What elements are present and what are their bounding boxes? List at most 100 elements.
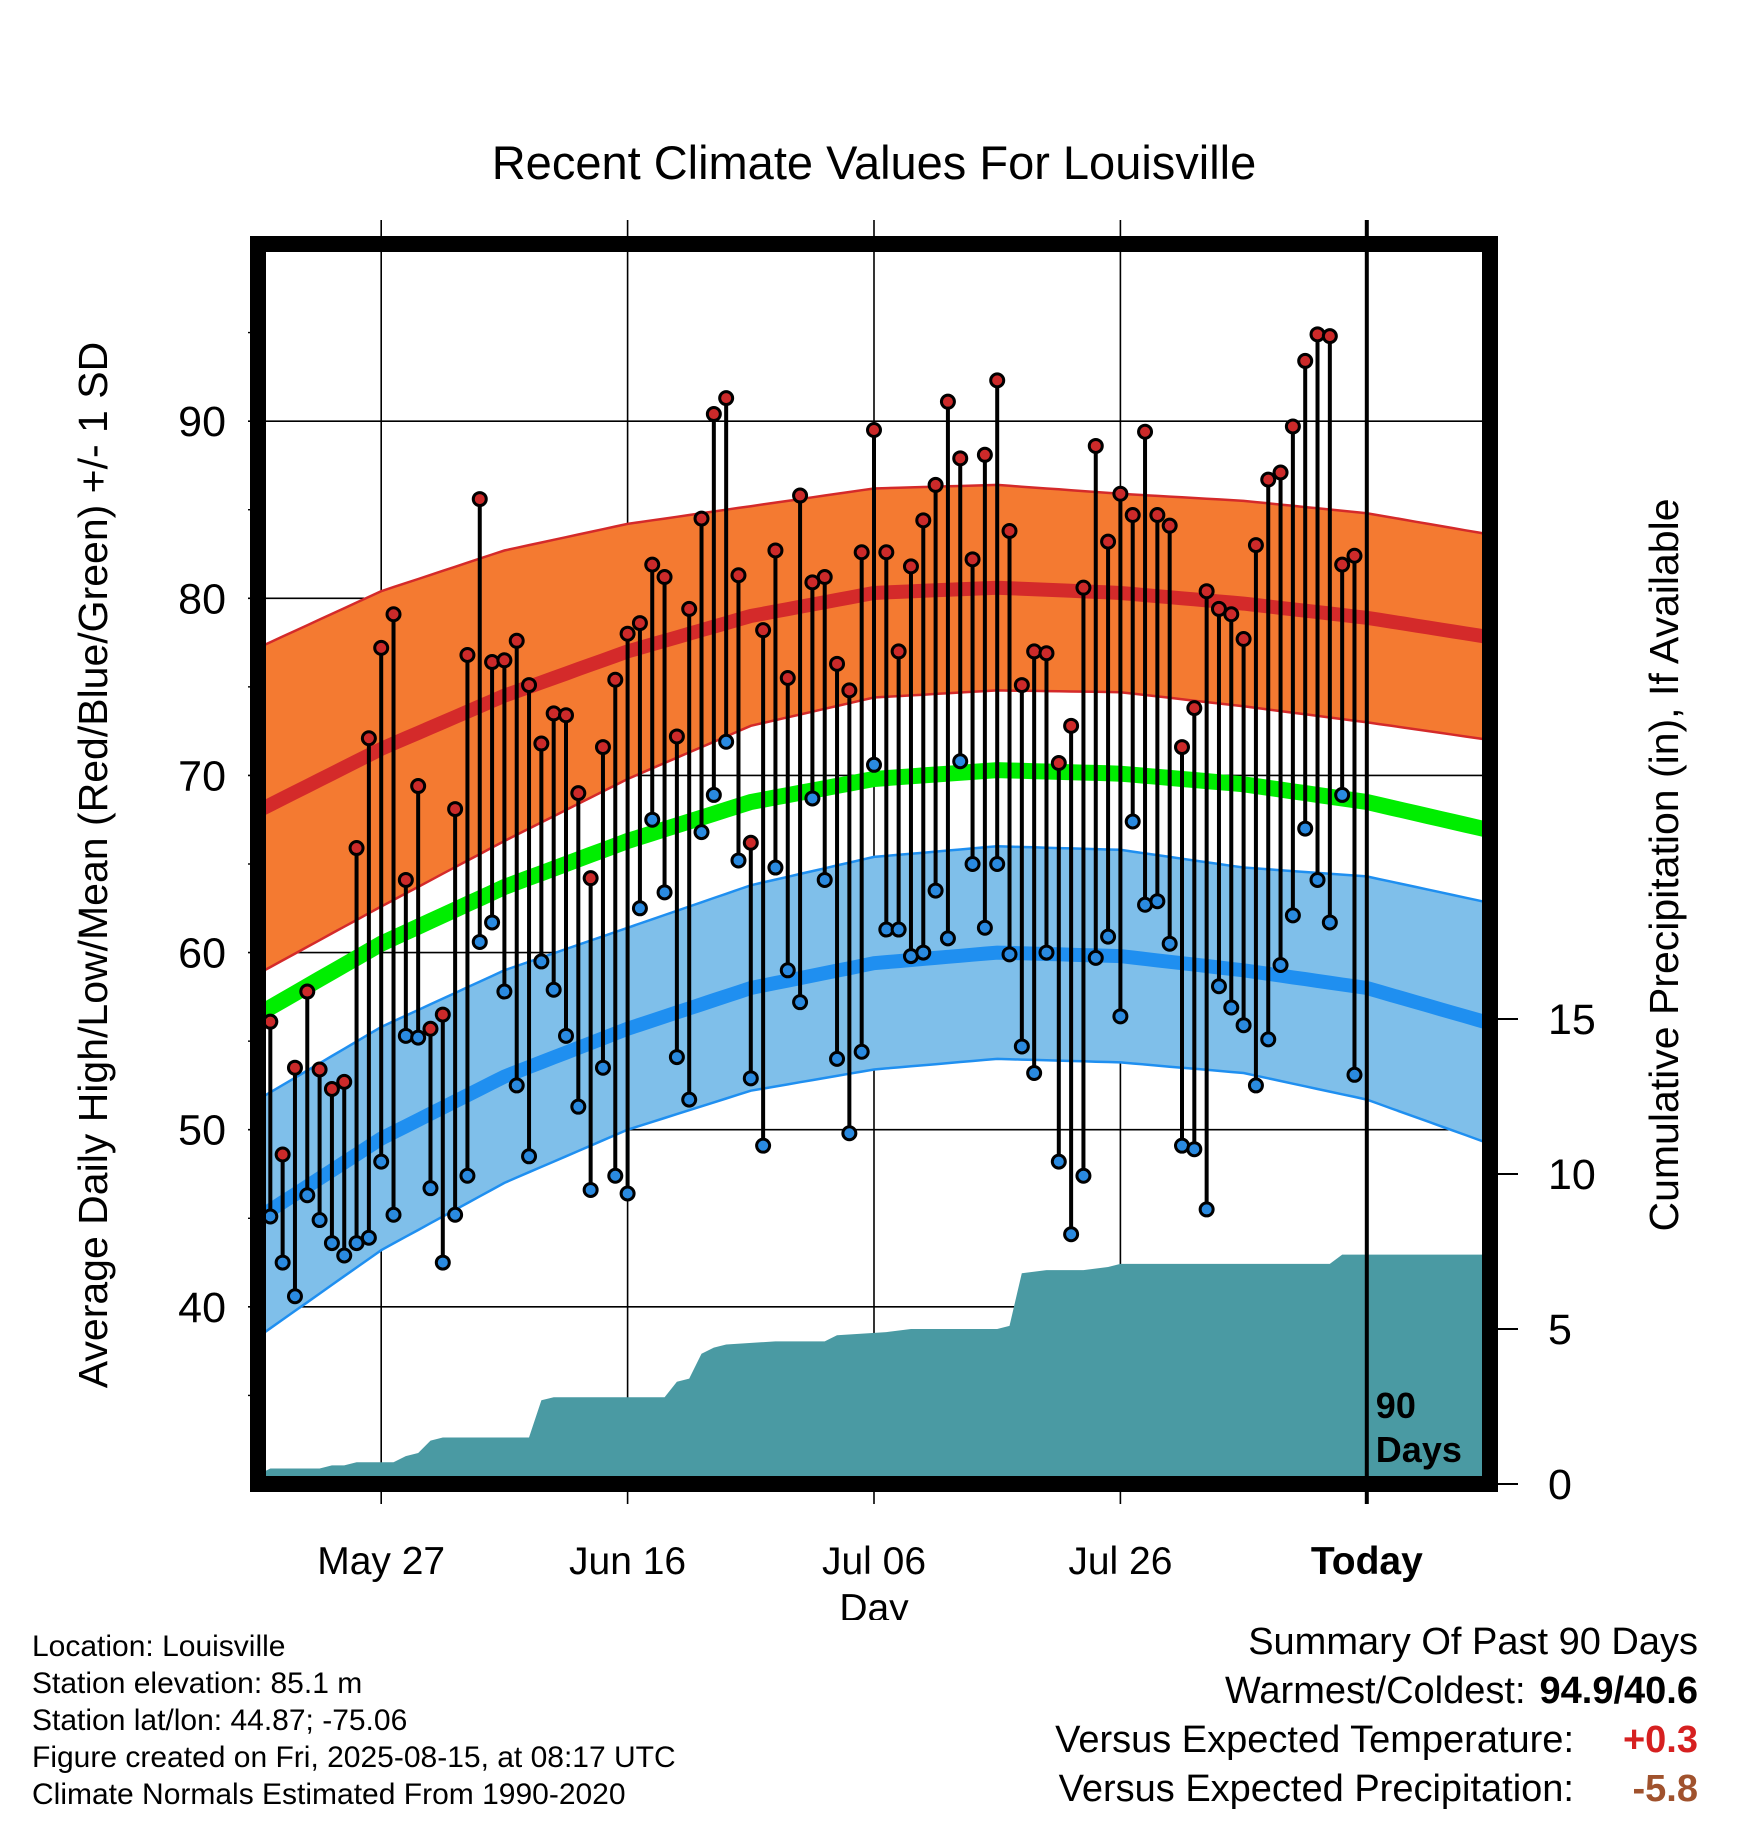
daily-low-point: [693, 824, 710, 841]
daily-low-point: [558, 1027, 574, 1044]
daily-high-point: [274, 1146, 291, 1163]
daily-low-point: [976, 919, 993, 936]
daily-low-point: [607, 1167, 624, 1184]
daily-high-point: [952, 450, 969, 467]
mean-normal-line: [258, 762, 1490, 1022]
daily-low-point: [668, 1049, 685, 1066]
daily-high-point: [434, 1006, 451, 1023]
daily-low-point: [1063, 1226, 1080, 1243]
daily-low-point: [434, 1254, 451, 1271]
daily-high-point: [1272, 464, 1289, 481]
daily-high-point: [902, 558, 919, 575]
daily-high-point: [829, 655, 846, 672]
daily-high-point: [311, 1061, 328, 1078]
daily-high-point: [681, 600, 698, 617]
daily-low-point: [1334, 786, 1351, 803]
daily-low-point: [1087, 949, 1104, 966]
daily-low-point: [311, 1212, 328, 1229]
daily-low-point: [373, 1153, 390, 1170]
plot-series-group: [258, 326, 1490, 1484]
daily-high-point: [693, 510, 710, 527]
daily-high-point: [422, 1020, 439, 1037]
daily-high-point: [705, 406, 722, 423]
daily-low-point: [1075, 1167, 1092, 1184]
daily-low-point: [705, 786, 722, 803]
daily-low-point: [853, 1043, 870, 1060]
daily-high-point: [607, 671, 624, 688]
daily-low-point: [890, 921, 907, 938]
daily-low-point: [952, 753, 969, 770]
daily-high-point: [1112, 485, 1129, 502]
daily-high-point: [323, 1080, 340, 1097]
daily-low-point: [767, 859, 784, 876]
location-text: Location: Louisville: [32, 1630, 286, 1663]
daily-low-point: [360, 1229, 377, 1246]
x-tick-label: Jun 16: [569, 1540, 686, 1583]
elevation-text: Station elevation: 85.1 m: [32, 1667, 363, 1700]
y2-tick-label: 0: [1548, 1461, 1572, 1509]
daily-high-point: [1013, 677, 1030, 694]
daily-high-point: [336, 1073, 353, 1090]
daily-high-point: [286, 1059, 303, 1076]
daily-low-point: [1235, 1017, 1252, 1034]
daily-low-point: [927, 882, 944, 899]
daily-high-point: [631, 615, 648, 632]
daily-high-point: [1100, 533, 1117, 550]
daily-high-point: [1321, 328, 1338, 345]
daily-high-point: [1137, 423, 1154, 440]
daily-high-point: [1149, 507, 1166, 524]
daily-low-point: [1038, 944, 1055, 961]
daily-high-point: [1075, 579, 1092, 596]
high-sd-band: [258, 484, 1490, 974]
chart-title: Recent Climate Values For Louisville: [492, 136, 1257, 189]
daily-low-point: [804, 790, 821, 807]
daily-low-point: [631, 900, 648, 917]
daily-high-point: [644, 556, 661, 573]
daily-low-point: [410, 1029, 427, 1046]
daily-high-point: [742, 834, 759, 851]
daily-low-point: [1210, 978, 1227, 995]
daily-low-point: [730, 852, 747, 869]
daily-low-point: [570, 1098, 587, 1115]
daily-high-point: [964, 551, 981, 568]
daily-low-point: [1161, 935, 1178, 952]
precip-row: Versus Expected Precipitation: -5.8: [1055, 1765, 1698, 1814]
daily-high-point: [927, 476, 944, 493]
daily-high-point: [299, 983, 316, 1000]
daily-low-point: [484, 914, 501, 931]
low-sd-lower-edge: [258, 1057, 1490, 1339]
daily-high-point: [1174, 739, 1190, 756]
daily-low-point: [989, 856, 1006, 872]
daily-high-point: [853, 544, 870, 561]
daily-high-point: [792, 487, 809, 504]
summary-panel: Summary Of Past 90 Days Warmest/Coldest:…: [1055, 1618, 1698, 1814]
daily-low-point: [385, 1206, 402, 1223]
precip-area: [258, 1254, 1490, 1484]
daily-low-point: [1284, 907, 1301, 924]
x-tick-label: Jul 06: [822, 1540, 926, 1583]
daily-low-point: [508, 1077, 525, 1094]
latlon-text: Station lat/lon: 44.87; -75.06: [32, 1704, 408, 1737]
daily-low-point: [336, 1247, 353, 1264]
daily-high-point: [1124, 507, 1141, 524]
daily-low-point: [594, 1059, 611, 1076]
x-tick-label: May 27: [317, 1540, 445, 1583]
daily-low-point: [496, 983, 513, 1000]
daily-low-point: [545, 981, 562, 998]
daily-high-point: [594, 739, 611, 756]
y2-tick-label: 10: [1548, 1151, 1596, 1199]
daily-low-point: [459, 1167, 476, 1184]
temp-row: Versus Expected Temperature: +0.3: [1055, 1716, 1698, 1765]
daily-low-point: [656, 884, 673, 901]
x-axis-label: Day: [839, 1587, 909, 1620]
daily-low-point: [1149, 893, 1166, 910]
temp-value: +0.3: [1622, 1719, 1698, 1761]
daily-low-point: [755, 1137, 772, 1154]
daily-high-point: [447, 801, 464, 818]
daily-low-point: [1013, 1038, 1030, 1055]
daily-high-point: [1223, 606, 1240, 623]
daily-low-point: [939, 930, 956, 947]
daily-low-point: [299, 1187, 316, 1204]
daily-high-point: [1001, 522, 1018, 539]
